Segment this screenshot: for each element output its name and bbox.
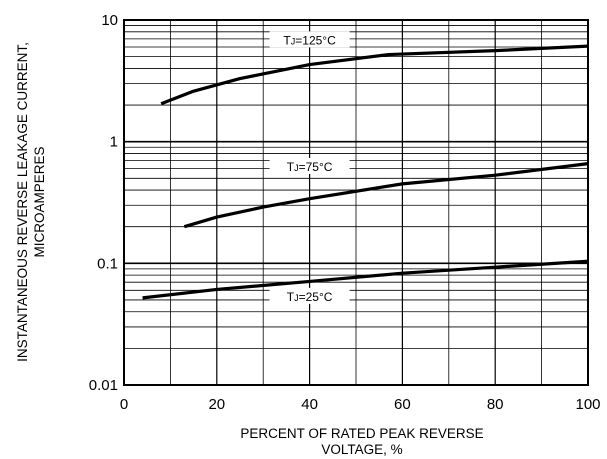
x-tick-label: 80 [487,396,504,413]
series-lines [142,44,589,300]
y-axis-title-line: MICROAMPERES [32,146,47,257]
series-labels: TJ=125°C TJ=75°C TJ=25°C [269,31,350,304]
grid [124,20,588,385]
x-tick-label: 20 [208,396,225,413]
x-tick-label: 0 [120,396,128,413]
y-tick-label: 10 [101,12,118,29]
y-tick-label: 1 [110,134,118,151]
series-label-background [269,157,350,174]
y-axis-title: INSTANTANEOUS REVERSE LEAKAGE CURRENT, MI… [15,42,47,362]
series-label: TJ=25°C [287,290,333,304]
series-line [142,259,589,300]
series-label: TJ=125°C [283,33,336,47]
series-label-background [269,287,350,304]
x-axis-title-line: PERCENT OF RATED PEAK REVERSE [240,426,483,441]
x-axis-title: PERCENT OF RATED PEAK REVERSE VOLTAGE, % [240,426,483,457]
plot-frame [123,19,589,386]
x-tick-label: 60 [394,396,411,413]
series-line [183,162,589,229]
x-tick-label: 100 [575,396,600,413]
series-label: TJ=75°C [287,160,333,174]
series-label-background [269,31,350,48]
tick-labels: 0 20 40 60 80 100 0.01 0.1 1 10 [89,12,601,413]
y-tick-label: 0.01 [89,377,118,394]
y-axis-title-line: INSTANTANEOUS REVERSE LEAKAGE CURRENT, [15,42,30,362]
x-tick-label: 40 [301,396,318,413]
series-line [160,44,589,106]
y-tick-label: 0.1 [97,255,118,272]
x-axis-title-line: VOLTAGE, % [321,442,402,457]
